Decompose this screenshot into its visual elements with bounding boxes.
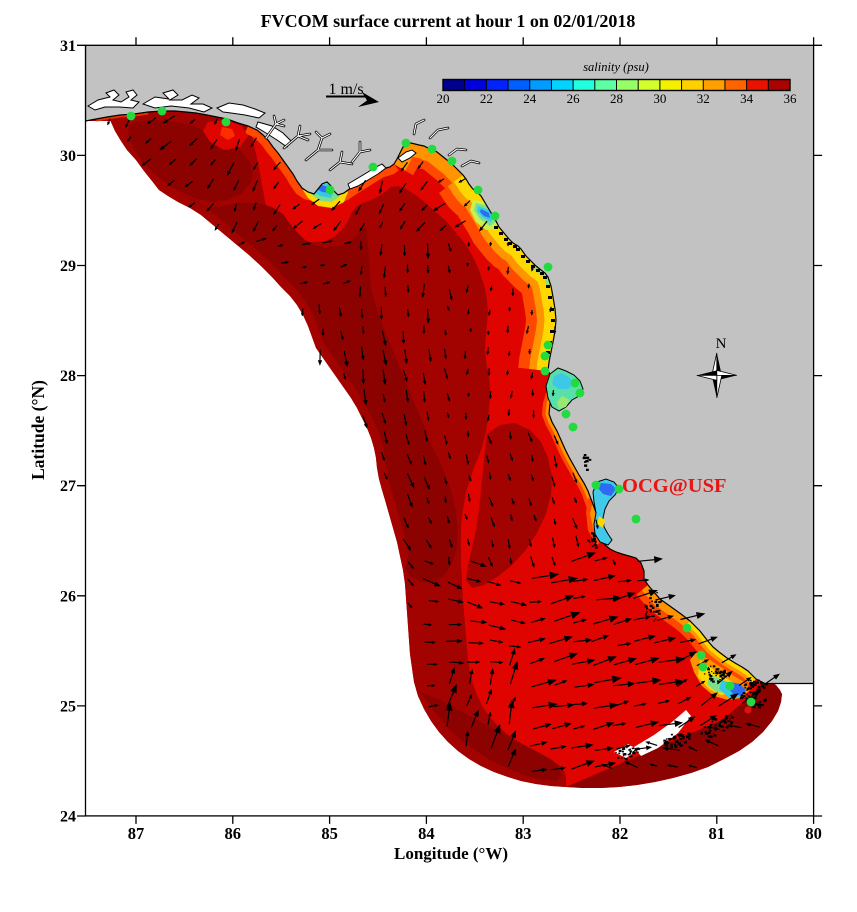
svg-text:Latitude (°N): Latitude (°N) [28,380,48,480]
svg-text:28: 28 [610,91,623,106]
svg-text:25: 25 [60,698,76,715]
svg-text:86: 86 [225,824,242,843]
svg-text:36: 36 [784,91,798,106]
svg-text:31: 31 [60,38,76,55]
svg-text:1 m/s: 1 m/s [328,81,363,98]
svg-text:34: 34 [740,91,754,106]
svg-text:22: 22 [480,91,493,106]
svg-text:27: 27 [60,478,76,495]
svg-text:82: 82 [612,824,629,843]
svg-text:30: 30 [60,148,76,165]
svg-text:N: N [716,336,727,352]
svg-text:83: 83 [515,824,532,843]
svg-text:24: 24 [523,91,537,106]
svg-text:87: 87 [128,824,145,843]
svg-text:85: 85 [321,824,338,843]
svg-text:32: 32 [697,91,710,106]
svg-text:84: 84 [418,824,435,843]
svg-text:24: 24 [60,809,76,826]
svg-text:26: 26 [567,91,581,106]
svg-text:OCG@USF: OCG@USF [622,475,727,497]
svg-text:20: 20 [437,91,450,106]
svg-text:28: 28 [60,368,76,385]
svg-text:26: 26 [60,588,76,605]
svg-text:81: 81 [709,824,726,843]
svg-text:Longitude (°W): Longitude (°W) [394,844,508,863]
svg-text:30: 30 [653,91,666,106]
svg-text:80: 80 [805,824,822,843]
svg-text:FVCOM surface current at hour: FVCOM surface current at hour 1 on 02/01… [261,11,636,31]
svg-text:29: 29 [60,258,76,275]
svg-text:salinity (psu): salinity (psu) [583,60,649,74]
